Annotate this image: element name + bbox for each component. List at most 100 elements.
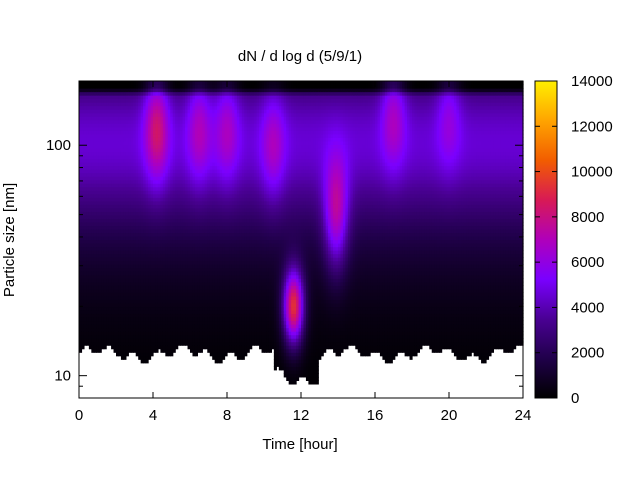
heatmap-cell [81, 239, 85, 244]
heatmap-cell [165, 235, 169, 241]
heatmap-cell [194, 278, 198, 283]
heatmap-cell [185, 144, 189, 149]
heatmap-cell [88, 88, 92, 93]
heatmap-cell [86, 183, 90, 188]
heatmap-cell [135, 334, 139, 339]
heatmap-cell [98, 151, 102, 156]
heatmap-cell [187, 162, 191, 167]
heatmap-cell [108, 295, 112, 300]
heatmap-cell [130, 306, 134, 311]
heatmap-cell [103, 179, 107, 184]
heatmap-cell [167, 176, 171, 181]
heatmap-cell [88, 338, 92, 343]
heatmap-cell [140, 338, 144, 343]
heatmap-cell [170, 193, 174, 198]
heatmap-cell [86, 172, 90, 177]
heatmap-cell [108, 271, 112, 276]
heatmap-cell [91, 243, 95, 248]
heatmap-cell [143, 271, 147, 276]
heatmap-cell [160, 239, 164, 244]
heatmap-cell [160, 292, 164, 297]
heatmap-cell [120, 137, 124, 142]
heatmap-cell [194, 309, 198, 315]
heatmap-cell [120, 232, 124, 237]
heatmap-cell [140, 95, 144, 100]
heatmap-cell [155, 144, 159, 149]
heatmap-cell [150, 288, 154, 293]
heatmap-cell [98, 264, 102, 269]
heatmap-cell [86, 193, 90, 198]
heatmap-cell [185, 338, 189, 343]
heatmap-cell [125, 183, 129, 188]
heatmap-cell [140, 260, 144, 265]
heatmap-cell [133, 341, 137, 346]
heatmap-cell [194, 295, 198, 300]
heatmap-cell [81, 253, 85, 258]
heatmap-cell [138, 133, 142, 138]
heatmap-cell [157, 274, 161, 279]
heatmap-cell [192, 278, 196, 283]
heatmap-cell [172, 116, 176, 121]
heatmap-cell [98, 119, 102, 124]
heatmap-cell [103, 162, 107, 167]
heatmap-cell [170, 105, 174, 110]
heatmap-cell [172, 200, 176, 205]
heatmap-cell [128, 214, 132, 219]
heatmap-cell [192, 197, 196, 202]
heatmap-cell [118, 309, 122, 315]
heatmap-cell [81, 285, 85, 290]
heatmap-cell [83, 98, 87, 103]
heatmap-cell [96, 204, 100, 209]
heatmap-cell [88, 228, 92, 234]
heatmap-cell [190, 232, 194, 237]
heatmap-cell [172, 299, 176, 304]
heatmap-cell [194, 211, 198, 216]
heatmap-cell [162, 130, 166, 135]
heatmap-cell [138, 109, 142, 114]
heatmap-cell [133, 214, 137, 219]
heatmap-cell [172, 221, 176, 227]
heatmap-cell [120, 313, 124, 318]
heatmap-cell [177, 285, 181, 290]
heatmap-cell [86, 123, 90, 128]
heatmap-cell [182, 257, 186, 262]
heatmap-cell [116, 91, 120, 96]
heatmap-cell [155, 228, 159, 234]
heatmap-cell [116, 235, 120, 241]
heatmap-cell [135, 112, 139, 117]
heatmap-cell [86, 214, 90, 219]
heatmap-cell [81, 288, 85, 293]
heatmap-cell [123, 327, 127, 332]
heatmap-cell [91, 341, 95, 346]
heatmap-cell [150, 144, 154, 149]
heatmap-cell [145, 327, 149, 332]
heatmap-cell [79, 169, 83, 174]
heatmap-cell [170, 320, 174, 325]
heatmap-cell [138, 295, 142, 300]
heatmap-cell [83, 232, 87, 237]
heatmap-cell [148, 331, 152, 336]
heatmap-cell [138, 193, 142, 198]
heatmap-cell [177, 112, 181, 117]
heatmap-cell [120, 246, 124, 251]
heatmap-cell [130, 151, 134, 156]
heatmap-cell [165, 313, 169, 318]
heatmap-cell [165, 176, 169, 181]
heatmap-cell [135, 214, 139, 219]
heatmap-cell [91, 81, 95, 86]
heatmap-cell [165, 338, 169, 343]
heatmap-cell [175, 162, 179, 167]
heatmap-cell [123, 200, 127, 205]
heatmap-cell [91, 126, 95, 131]
heatmap-cell [143, 348, 147, 353]
heatmap-cell [153, 176, 157, 181]
heatmap-cell [138, 320, 142, 325]
heatmap-cell [123, 204, 127, 209]
heatmap-cell [113, 84, 117, 89]
heatmap-cell [125, 158, 129, 163]
heatmap-cell [180, 225, 184, 230]
heatmap-cell [135, 81, 139, 86]
heatmap-cell [165, 221, 169, 227]
heatmap-cell [185, 186, 189, 191]
heatmap-cell [86, 274, 90, 279]
